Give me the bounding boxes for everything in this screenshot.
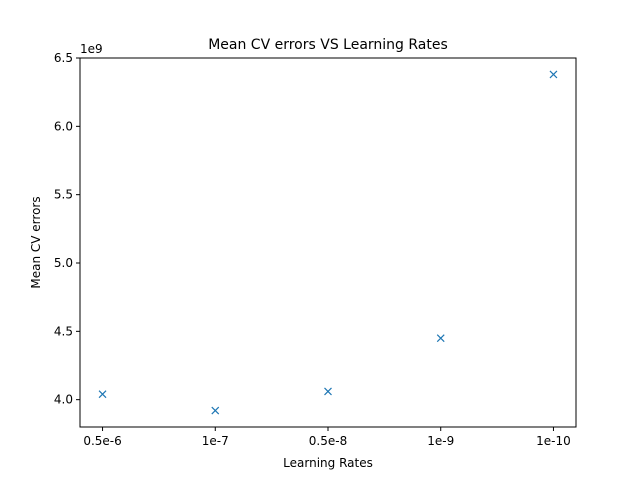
y-axis-ticks: 4.0 4.5 5.0 5.5 6.0 6.5 [54,51,80,407]
data-point-marker [98,390,107,399]
y-tick-label: 5.5 [54,188,73,202]
y-tick-label: 6.5 [54,51,73,65]
chart-title: Mean CV errors VS Learning Rates [208,37,448,53]
x-tick-label: 1e-9 [427,434,454,448]
x-tick-label: 0.5e-6 [83,434,121,448]
y-tick-label: 4.5 [54,324,73,338]
data-point-marker [324,387,332,396]
x-tick-label: 1e-7 [202,434,229,448]
data-point-marker [549,70,558,79]
x-tick-label: 0.5e-8 [309,434,347,448]
plot-area-frame [79,57,577,428]
x-axis-ticks: 0.5e-6 1e-7 0.5e-8 1e-9 1e-10 [83,427,571,448]
y-axis-offset-label: 1e9 [80,42,103,56]
data-point-marker [211,406,220,415]
x-tick-label: 1e-10 [536,434,571,448]
y-axis-label: Mean CV errors [29,196,43,288]
y-tick-label: 5.0 [54,256,73,270]
x-axis-label: Learning Rates [283,456,373,470]
y-tick-label: 6.0 [54,119,73,133]
data-point-marker [436,334,445,343]
y-tick-label: 4.0 [54,393,73,407]
data-points [98,70,558,415]
